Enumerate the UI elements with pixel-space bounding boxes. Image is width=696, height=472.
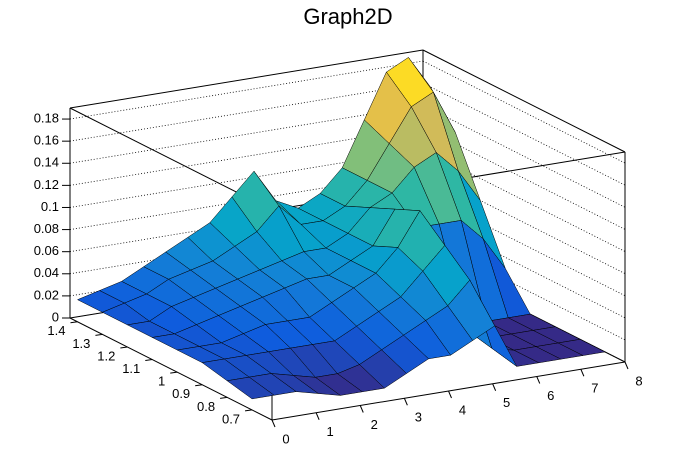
z-tick-label: 0.08 bbox=[34, 221, 59, 236]
y-tick-label: 0.9 bbox=[172, 386, 190, 401]
y-tick-label: 1.4 bbox=[47, 323, 65, 338]
x-tick bbox=[271, 419, 276, 428]
z-tick-label: 0.1 bbox=[41, 199, 59, 214]
z-tick-label: 0.14 bbox=[34, 155, 59, 170]
y-tick-label: 1.1 bbox=[122, 361, 140, 376]
z-tick-label: 0 bbox=[52, 309, 59, 324]
y-tick bbox=[95, 333, 103, 336]
y-tick-label: 1 bbox=[158, 374, 165, 389]
y-tick-label: 1.2 bbox=[97, 348, 115, 363]
y-tick bbox=[170, 371, 178, 374]
y-tick-label: 1.3 bbox=[72, 336, 90, 351]
x-tick bbox=[536, 376, 541, 384]
x-tick bbox=[580, 369, 585, 377]
z-tick-label: 0.06 bbox=[34, 243, 59, 258]
y-tick bbox=[120, 346, 128, 349]
box-edge bbox=[422, 49, 626, 153]
x-tick-label: 2 bbox=[371, 417, 378, 432]
x-tick bbox=[624, 361, 629, 370]
z-tick-label: 0.18 bbox=[34, 110, 59, 125]
x-tick-label: 5 bbox=[503, 395, 510, 410]
x-tick-label: 7 bbox=[591, 381, 598, 396]
z-tick-label: 0.02 bbox=[34, 287, 59, 302]
chart-title: Graph2D bbox=[303, 4, 392, 29]
x-tick bbox=[403, 398, 408, 406]
x-tick bbox=[492, 383, 497, 391]
z-tick-label: 0.16 bbox=[34, 133, 59, 148]
z-tick-label: 0.04 bbox=[34, 265, 59, 280]
y-tick-label: 0.8 bbox=[197, 399, 215, 414]
x-tick-label: 0 bbox=[282, 431, 289, 446]
y-tick bbox=[145, 359, 153, 362]
y-tick bbox=[220, 396, 228, 399]
x-tick-label: 1 bbox=[327, 424, 334, 439]
y-tick bbox=[195, 384, 203, 387]
y-tick bbox=[244, 409, 253, 412]
box-edge bbox=[69, 49, 424, 109]
x-tick bbox=[448, 390, 452, 399]
z-tick-label: 0.12 bbox=[34, 177, 59, 192]
y-axis bbox=[69, 317, 273, 421]
x-tick bbox=[315, 412, 320, 420]
x-tick-label: 6 bbox=[547, 388, 554, 403]
surface-cell bbox=[226, 376, 275, 400]
x-tick bbox=[359, 405, 364, 413]
x-tick-label: 3 bbox=[415, 410, 422, 425]
y-tick-label: 0.7 bbox=[222, 411, 240, 426]
x-tick-label: 4 bbox=[459, 402, 466, 417]
y-tick bbox=[70, 321, 78, 324]
x-tick-label: 8 bbox=[635, 373, 642, 388]
